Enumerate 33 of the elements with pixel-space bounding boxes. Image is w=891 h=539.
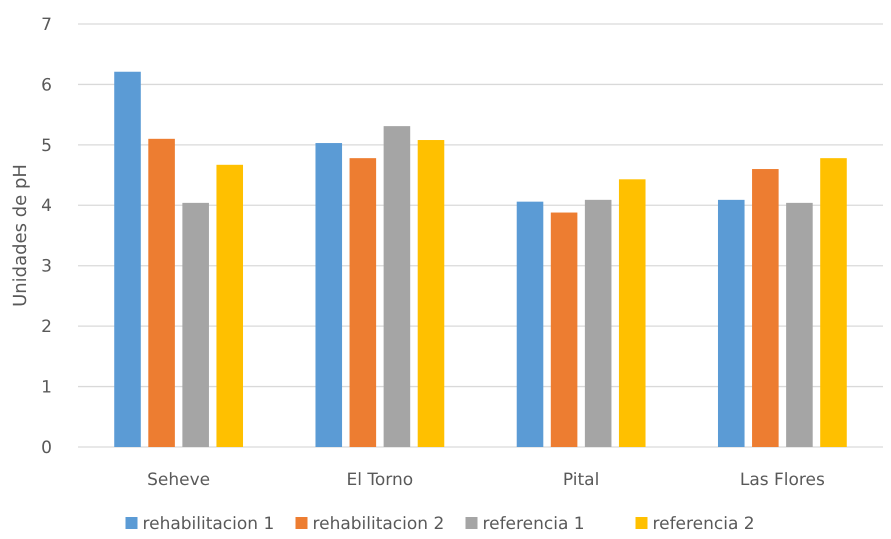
legend-label: referencia 2: [652, 514, 755, 534]
x-tick-label: Seheve: [147, 470, 210, 490]
y-tick-label: 5: [41, 136, 52, 156]
y-tick-label: 2: [41, 317, 52, 338]
bar: [350, 158, 376, 447]
bar: [148, 138, 175, 447]
y-tick-label: 6: [41, 75, 52, 96]
y-axis-title: Unidades de pH: [10, 164, 31, 307]
bar: [114, 72, 141, 447]
y-tick-label: 4: [41, 196, 52, 216]
bar: [786, 202, 813, 447]
bar: [418, 140, 444, 447]
x-tick-label: Pital: [562, 470, 600, 490]
bar: [820, 158, 847, 447]
legend-label: rehabilitacion 1: [142, 514, 274, 534]
bar: [182, 202, 209, 447]
bar: [752, 169, 779, 447]
bar: [550, 212, 578, 447]
bar: [216, 164, 244, 447]
y-tick-label: 7: [41, 14, 52, 35]
bar: [384, 126, 410, 447]
y-tick-label: 0: [41, 438, 52, 458]
bar: [618, 179, 646, 447]
y-tick-label: 1: [41, 378, 52, 398]
y-tick-label: 3: [41, 256, 52, 277]
x-tick-label: El Torno: [346, 470, 414, 490]
bar: [584, 200, 612, 447]
bar: [718, 200, 745, 447]
bar: [516, 202, 544, 447]
legend-label: referencia 1: [482, 514, 585, 534]
legend-label: rehabilitacion 2: [312, 514, 444, 534]
bar: [315, 143, 342, 447]
x-tick-label: Las Flores: [740, 470, 826, 490]
